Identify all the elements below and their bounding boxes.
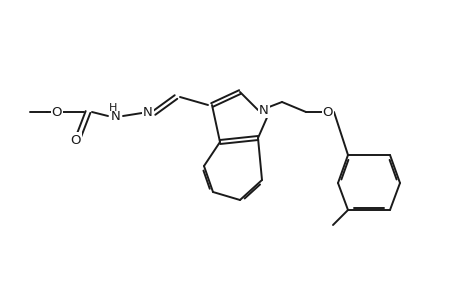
Text: N: N	[258, 103, 269, 116]
Text: O: O	[71, 134, 81, 146]
Text: O: O	[51, 106, 62, 118]
Text: N: N	[111, 110, 121, 124]
Text: N: N	[143, 106, 152, 119]
Text: H: H	[109, 103, 117, 113]
Text: O: O	[322, 106, 332, 118]
